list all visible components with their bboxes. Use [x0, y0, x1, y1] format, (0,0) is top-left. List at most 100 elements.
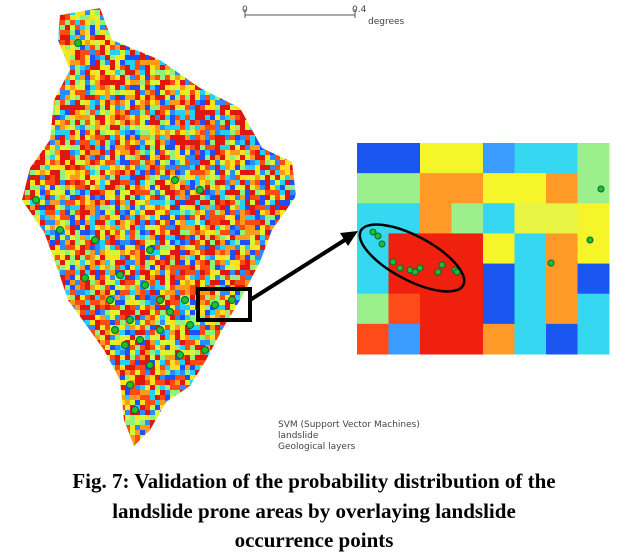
- map-cell: [175, 135, 180, 140]
- map-cell: [235, 295, 240, 300]
- map-cell: [140, 145, 145, 150]
- map-cell: [205, 25, 210, 30]
- map-cell: [235, 390, 240, 395]
- map-cell: [295, 220, 296, 225]
- map-cell: [205, 370, 210, 375]
- map-cell: [60, 40, 65, 45]
- map-cell: [240, 310, 245, 315]
- map-cell: [120, 165, 125, 170]
- map-cell: [22, 105, 25, 110]
- map-cell: [140, 190, 145, 195]
- map-cell: [120, 205, 125, 210]
- map-cell: [25, 360, 30, 365]
- map-cell: [120, 235, 125, 240]
- map-cell: [275, 150, 280, 155]
- map-cell: [130, 325, 135, 330]
- map-cell: [140, 85, 145, 90]
- map-cell: [55, 380, 60, 385]
- map-cell: [290, 300, 295, 305]
- map-cell: [170, 155, 175, 160]
- map-cell: [30, 20, 35, 25]
- map-cell: [60, 345, 65, 350]
- map-cell: [100, 435, 105, 440]
- map-cell: [125, 10, 130, 15]
- map-cell: [95, 430, 100, 435]
- map-cell: [135, 125, 140, 130]
- map-cell: [105, 440, 110, 445]
- map-cell: [220, 360, 225, 365]
- map-cell: [22, 305, 25, 310]
- map-cell: [90, 100, 95, 105]
- map-cell: [240, 85, 245, 90]
- map-cell: [175, 200, 180, 205]
- map-cell: [95, 290, 100, 295]
- map-cell: [40, 310, 45, 315]
- map-cell: [145, 395, 150, 400]
- map-cell: [200, 250, 205, 255]
- map-cell: [270, 375, 275, 380]
- map-cell: [125, 25, 130, 30]
- map-cell: [80, 350, 85, 355]
- map-cell: [30, 95, 35, 100]
- map-cell: [105, 305, 110, 310]
- map-cell: [175, 390, 180, 395]
- map-cell: [180, 340, 185, 345]
- map-cell: [85, 30, 90, 35]
- map-cell: [210, 40, 215, 45]
- map-cell: [150, 265, 155, 270]
- map-cell: [205, 205, 210, 210]
- map-cell: [75, 125, 80, 130]
- map-cell: [15, 115, 20, 120]
- map-cell: [75, 340, 80, 345]
- map-cell: [230, 405, 235, 410]
- map-cell: [22, 430, 25, 435]
- map-cell: [195, 345, 200, 350]
- map-cell: [55, 370, 60, 375]
- map-cell: [25, 285, 30, 290]
- map-cell: [70, 120, 75, 125]
- map-cell: [180, 35, 185, 40]
- map-cell: [225, 295, 230, 300]
- map-cell: [225, 155, 230, 160]
- map-cell: [265, 100, 270, 105]
- map-cell: [270, 410, 275, 415]
- map-cell: [80, 140, 85, 145]
- map-cell: [175, 195, 180, 200]
- map-cell: [25, 15, 30, 20]
- map-cell: [120, 215, 125, 220]
- map-cell: [125, 85, 130, 90]
- map-cell: [210, 270, 215, 275]
- map-cell: [245, 230, 250, 235]
- map-cell: [35, 160, 40, 165]
- map-cell: [240, 390, 245, 395]
- map-cell: [160, 140, 165, 145]
- map-cell: [285, 205, 290, 210]
- map-cell: [295, 360, 296, 365]
- map-cell: [175, 235, 180, 240]
- map-cell: [235, 235, 240, 240]
- map-cell: [130, 285, 135, 290]
- map-cell: [25, 300, 30, 305]
- map-cell: [50, 440, 55, 445]
- map-cell: [245, 35, 250, 40]
- map-cell: [100, 340, 105, 345]
- map-cell: [135, 245, 140, 250]
- map-cell: [185, 330, 190, 335]
- map-cell: [185, 80, 190, 85]
- map-cell: [165, 380, 170, 385]
- map-cell: [135, 45, 140, 50]
- map-cell: [255, 275, 260, 280]
- map-cell: [110, 260, 115, 265]
- map-cell: [135, 180, 140, 185]
- map-cell: [105, 205, 110, 210]
- map-cell: [295, 145, 296, 150]
- map-cell: [105, 35, 110, 40]
- map-cell: [95, 90, 100, 95]
- map-cell: [90, 215, 95, 220]
- map-cell: [295, 410, 296, 415]
- map-cell: [230, 370, 235, 375]
- map-cell: [260, 170, 265, 175]
- map-cell: [120, 25, 125, 30]
- map-cell: [125, 15, 130, 20]
- map-cell: [115, 8, 120, 10]
